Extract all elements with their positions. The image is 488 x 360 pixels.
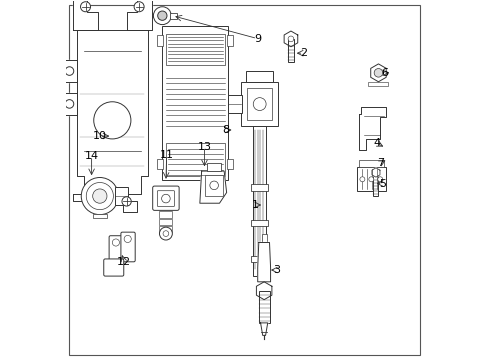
Bar [253, 126, 265, 276]
Bar [247, 88, 271, 120]
Bar [159, 219, 172, 225]
Circle shape [253, 98, 265, 111]
Circle shape [287, 36, 293, 42]
FancyBboxPatch shape [152, 186, 179, 210]
Text: 11: 11 [159, 150, 173, 160]
Circle shape [134, 2, 144, 12]
Bar [251, 256, 268, 262]
Circle shape [112, 239, 119, 246]
Circle shape [122, 197, 131, 206]
Bar [157, 35, 163, 46]
Circle shape [86, 183, 113, 210]
Bar [115, 187, 128, 205]
Bar [159, 211, 172, 217]
Polygon shape [200, 171, 226, 203]
Circle shape [65, 67, 74, 75]
Text: 5: 5 [379, 179, 386, 189]
Text: 9: 9 [253, 33, 261, 44]
Bar [205, 175, 223, 196]
Bar [159, 226, 172, 232]
Polygon shape [62, 60, 77, 82]
Bar [251, 184, 268, 191]
Circle shape [65, 100, 74, 108]
Bar [226, 35, 233, 46]
Bar [251, 220, 268, 226]
FancyBboxPatch shape [109, 236, 123, 265]
Bar [261, 234, 266, 243]
Circle shape [209, 181, 218, 190]
Text: 7: 7 [377, 158, 384, 168]
Bar [226, 158, 233, 169]
Circle shape [81, 177, 118, 215]
Bar [358, 160, 383, 167]
Text: 6: 6 [381, 68, 387, 78]
Bar [206, 163, 221, 171]
Circle shape [162, 194, 170, 203]
Polygon shape [260, 323, 267, 336]
Bar [170, 13, 176, 18]
Polygon shape [370, 64, 386, 82]
FancyBboxPatch shape [157, 191, 174, 206]
Text: 4: 4 [372, 138, 380, 148]
Bar [373, 176, 378, 196]
Bar [162, 26, 228, 180]
Text: 3: 3 [273, 265, 280, 275]
Polygon shape [358, 107, 385, 150]
Circle shape [359, 177, 364, 182]
Polygon shape [256, 282, 271, 300]
Bar [157, 158, 163, 169]
Text: 14: 14 [84, 151, 99, 161]
Polygon shape [257, 243, 270, 282]
Text: 13: 13 [197, 142, 211, 152]
Bar [165, 34, 224, 65]
Text: 12: 12 [117, 257, 131, 267]
Circle shape [159, 227, 172, 240]
Polygon shape [77, 30, 148, 194]
Circle shape [81, 2, 90, 12]
Polygon shape [126, 0, 151, 30]
Text: 10: 10 [93, 131, 106, 141]
Circle shape [124, 235, 131, 243]
Polygon shape [73, 194, 137, 212]
Polygon shape [62, 93, 77, 114]
Bar [241, 82, 278, 126]
FancyBboxPatch shape [103, 259, 123, 276]
Text: 1: 1 [251, 200, 258, 210]
Circle shape [163, 231, 168, 237]
Circle shape [153, 7, 171, 24]
Circle shape [94, 102, 131, 139]
Bar [165, 143, 224, 176]
Circle shape [368, 177, 373, 182]
Bar [356, 167, 385, 191]
Text: 2: 2 [299, 48, 306, 58]
Polygon shape [73, 0, 98, 30]
FancyBboxPatch shape [121, 232, 135, 262]
Circle shape [377, 177, 382, 182]
Polygon shape [284, 31, 297, 47]
Bar [246, 71, 272, 82]
Polygon shape [371, 168, 379, 177]
Text: 8: 8 [222, 125, 229, 135]
Bar [367, 82, 387, 86]
Circle shape [93, 189, 107, 203]
Circle shape [157, 11, 166, 20]
Bar [258, 291, 269, 323]
Circle shape [373, 68, 382, 77]
Bar [287, 39, 293, 62]
Bar [93, 214, 107, 218]
Bar [228, 95, 242, 113]
